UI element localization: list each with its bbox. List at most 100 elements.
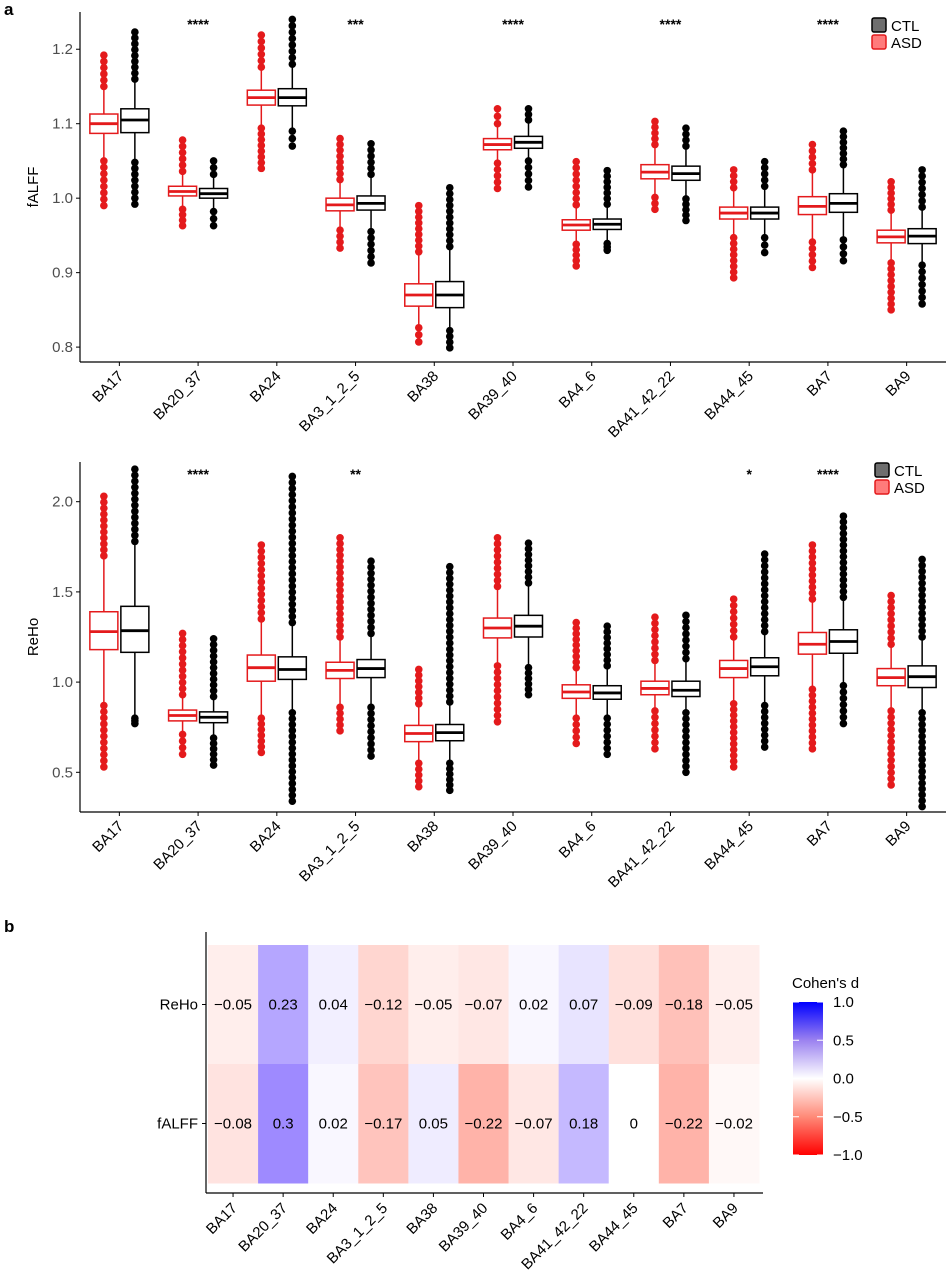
heatmap-cell [558, 945, 610, 1065]
outlier-point [887, 189, 895, 197]
outlier-point [651, 205, 659, 214]
outlier-point [209, 745, 218, 753]
outlier-point [288, 726, 297, 735]
outlier-point [887, 719, 895, 728]
outlier-point [808, 263, 817, 272]
outlier-point [572, 194, 581, 203]
outlier-point [367, 252, 375, 261]
outlier-point [367, 752, 375, 760]
outlier-point [839, 518, 848, 526]
legend-swatch-ctl [874, 462, 890, 478]
cell-value-label: −0.05 [414, 997, 452, 1014]
ctl-box-group [198, 635, 229, 769]
outlier-point [414, 230, 423, 239]
significance-label: **** [187, 466, 209, 482]
outlier-point [100, 498, 108, 507]
outlier-point [100, 707, 108, 716]
outlier-point [572, 256, 581, 265]
heatmap-cell [408, 945, 459, 1065]
cell-value-label: −0.09 [615, 997, 653, 1014]
outlier-point [367, 246, 375, 255]
cell-value-label: −0.02 [715, 1116, 753, 1133]
outlier-point [100, 82, 108, 91]
outlier-point [257, 553, 266, 562]
outlier-point [839, 243, 848, 251]
outlier-point [729, 268, 738, 276]
outlier-point [839, 558, 848, 567]
ctl-box-group [513, 539, 544, 699]
outlier-point [336, 568, 344, 577]
outlier-point [257, 158, 266, 167]
outlier-point [367, 146, 375, 154]
heatmap-cell [708, 1064, 760, 1184]
outlier-point [131, 57, 139, 66]
outlier-point [572, 733, 581, 741]
outlier-point [839, 541, 848, 549]
outlier-point [445, 680, 454, 689]
outlier-point [651, 713, 659, 722]
outlier-point [887, 177, 895, 186]
asd-box-group [325, 134, 355, 252]
outlier-point [209, 646, 218, 655]
heatmap-cell [308, 1064, 359, 1184]
outlier-point [808, 565, 817, 573]
outlier-point [887, 756, 895, 765]
outlier-point [445, 195, 454, 204]
outlier-point [918, 744, 926, 752]
asd-box-group [561, 618, 591, 748]
outlier-point [760, 164, 769, 172]
asd-box-group [246, 31, 277, 173]
outlier-point [445, 598, 454, 606]
outlier-point [257, 547, 266, 555]
outlier-point [445, 656, 454, 665]
outlier-point [760, 615, 769, 624]
outlier-point [808, 553, 817, 561]
heatmap-cell [458, 1064, 510, 1184]
outlier-point [367, 240, 375, 248]
outlier-point [493, 119, 502, 128]
outlier-point [603, 172, 612, 181]
colorbar-tick-label: 1.0 [833, 994, 854, 1011]
outlier-point [839, 713, 848, 722]
outlier-point [288, 472, 297, 481]
outlier-point [729, 717, 738, 725]
outlier-point [414, 771, 423, 779]
asd-box-group [167, 136, 198, 230]
outlier-point [808, 727, 817, 735]
outlier-point [288, 785, 297, 794]
outlier-point [729, 614, 738, 622]
cell-value-label: 0.07 [569, 997, 598, 1014]
cell-value-label: −0.22 [665, 1116, 703, 1133]
cell-value-label: −0.05 [715, 997, 753, 1014]
outlier-point [918, 603, 926, 611]
outlier-point [651, 613, 659, 621]
outlier-point [918, 567, 926, 576]
outlier-point [178, 641, 187, 650]
colorbar-tick-label: 0.5 [833, 1032, 854, 1049]
outlier-point [336, 604, 344, 612]
x-tick-label: BA7 [660, 1200, 692, 1232]
outlier-point [729, 751, 738, 760]
significance-label: * [746, 466, 752, 482]
y-tick-label: 0.5 [52, 764, 73, 781]
outlier-point [839, 249, 848, 258]
outlier-point [288, 503, 297, 511]
outlier-point [651, 638, 659, 646]
outlier-point [367, 575, 375, 584]
y-tick-label: 1.0 [52, 674, 73, 691]
outlier-point [493, 668, 502, 676]
outlier-point [100, 510, 108, 518]
outlier-point [839, 581, 848, 590]
ctl-box-group [907, 555, 937, 811]
outlier-point [572, 182, 581, 191]
outlier-point [445, 568, 454, 577]
cell-value-label: 0.04 [319, 997, 348, 1014]
outlier-point [367, 623, 375, 632]
x-tick-label: BA4_6 [556, 368, 600, 412]
outlier-point [808, 147, 817, 155]
outlier-point [209, 755, 218, 764]
outlier-point [572, 630, 581, 638]
outlier-point [336, 715, 344, 723]
outlier-point [572, 641, 581, 649]
outlier-point [336, 621, 344, 630]
